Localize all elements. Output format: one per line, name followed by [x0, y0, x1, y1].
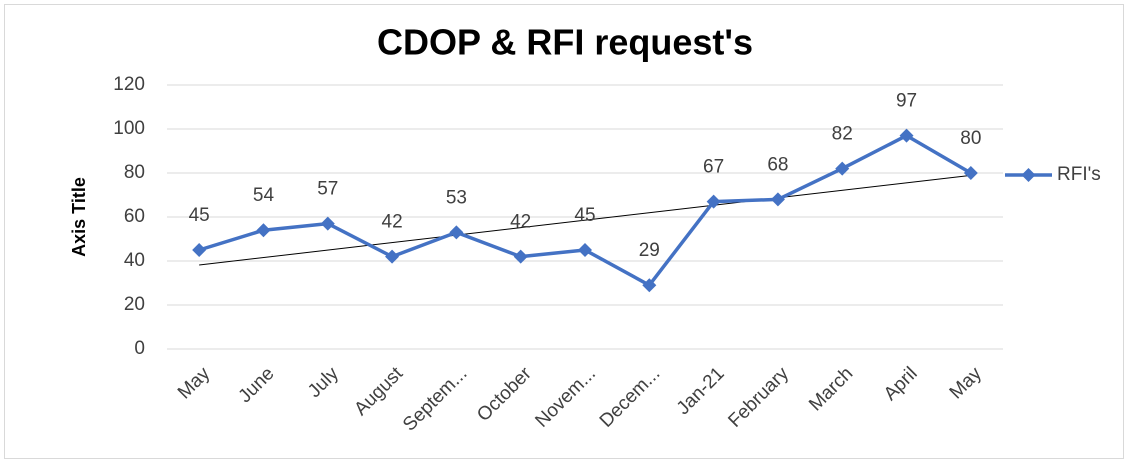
marker [256, 223, 271, 238]
marker [963, 166, 978, 180]
y-tick-label: 40 [124, 250, 145, 271]
data-label: 97 [896, 91, 917, 112]
data-label: 82 [832, 124, 853, 145]
data-label: 54 [253, 185, 275, 206]
y-tick-label: 0 [134, 338, 145, 359]
marker [449, 225, 464, 240]
legend-label: RFI's [1057, 164, 1101, 185]
marker [385, 249, 400, 264]
y-tick-label: 100 [113, 118, 145, 139]
y-tick-label: 80 [124, 162, 145, 183]
data-label: 45 [189, 205, 210, 226]
data-label: 42 [382, 212, 403, 233]
marker [706, 194, 721, 209]
data-label: 29 [639, 240, 660, 261]
data-label: 67 [703, 157, 724, 178]
marker [899, 128, 914, 143]
trendline [199, 174, 971, 266]
y-tick-label: 120 [113, 74, 145, 95]
marker [578, 243, 592, 257]
marker [835, 161, 850, 176]
y-tick-label: 60 [124, 206, 145, 227]
data-label: 80 [960, 128, 981, 149]
data-label: 53 [446, 187, 467, 208]
y-axis-title: Axis Title [69, 177, 89, 257]
marker [642, 278, 657, 293]
data-label: 68 [767, 154, 788, 175]
marker [513, 249, 528, 264]
data-label: 45 [574, 205, 595, 226]
chart-title: CDOP & RFI request's [377, 22, 753, 63]
marker [192, 243, 207, 257]
data-label: 42 [510, 212, 531, 233]
marker [770, 192, 785, 207]
marker [320, 216, 335, 231]
data-label: 57 [317, 179, 338, 200]
y-tick-label: 20 [124, 294, 145, 315]
chart-border [4, 4, 1124, 459]
legend-marker [1021, 168, 1036, 182]
